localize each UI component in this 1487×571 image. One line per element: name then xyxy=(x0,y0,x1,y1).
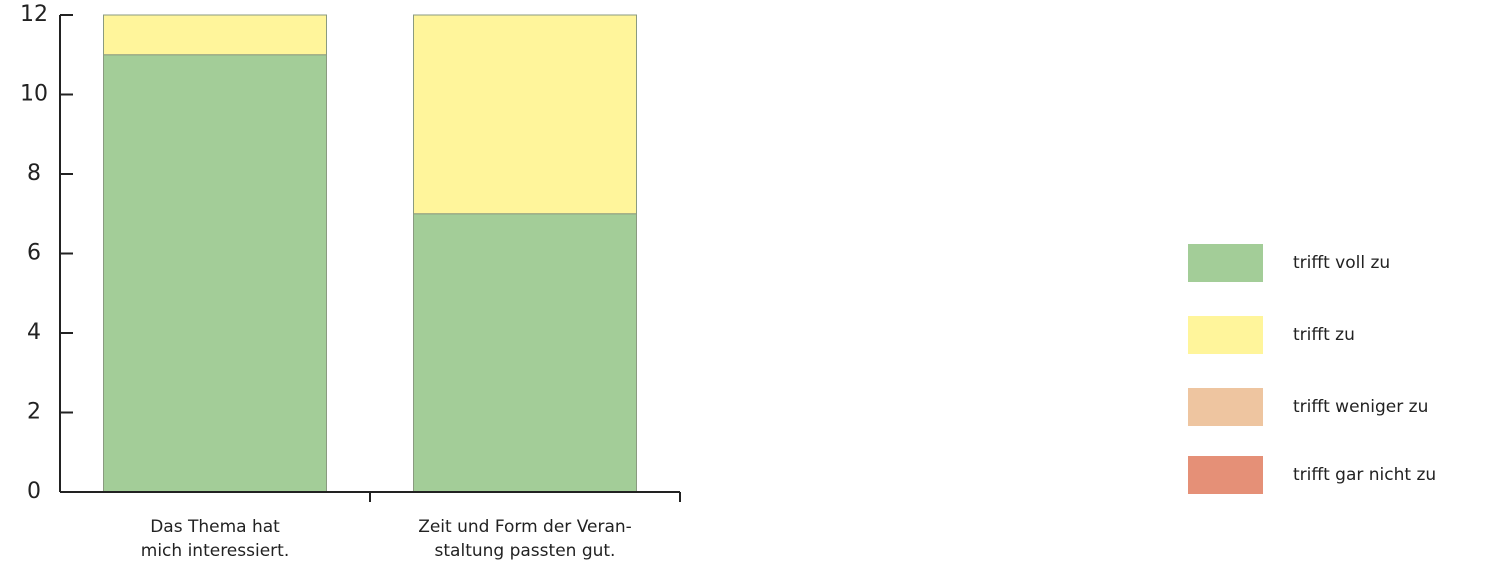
x-tick-label: staltung passten gut. xyxy=(435,541,616,561)
y-tick-label: 0 xyxy=(27,479,41,504)
legend-swatch xyxy=(1188,456,1263,494)
y-tick-label: 8 xyxy=(27,161,41,186)
legend-swatch xyxy=(1188,388,1263,426)
x-tick-label: Zeit und Form der Veran- xyxy=(418,517,632,537)
y-tick-label: 4 xyxy=(27,320,41,345)
y-tick-label: 12 xyxy=(20,2,48,27)
y-tick-label: 2 xyxy=(27,400,41,425)
legend-swatch xyxy=(1188,244,1263,282)
bar-segment xyxy=(103,14,327,56)
legend-swatch xyxy=(1188,316,1263,354)
y-tick-label: 6 xyxy=(27,241,41,266)
x-tick-label: Das Thema hat xyxy=(150,517,280,537)
legend-label: trifft zu xyxy=(1293,325,1355,345)
legend-label: trifft voll zu xyxy=(1293,253,1390,273)
x-tick-label: mich interessiert. xyxy=(141,541,289,561)
bar-segment xyxy=(413,14,637,215)
y-tick-label: 10 xyxy=(20,82,48,107)
legend-label: trifft weniger zu xyxy=(1293,397,1428,417)
legend-label: trifft gar nicht zu xyxy=(1293,465,1436,485)
bar-segment xyxy=(103,54,327,493)
bar-segment xyxy=(413,213,637,493)
